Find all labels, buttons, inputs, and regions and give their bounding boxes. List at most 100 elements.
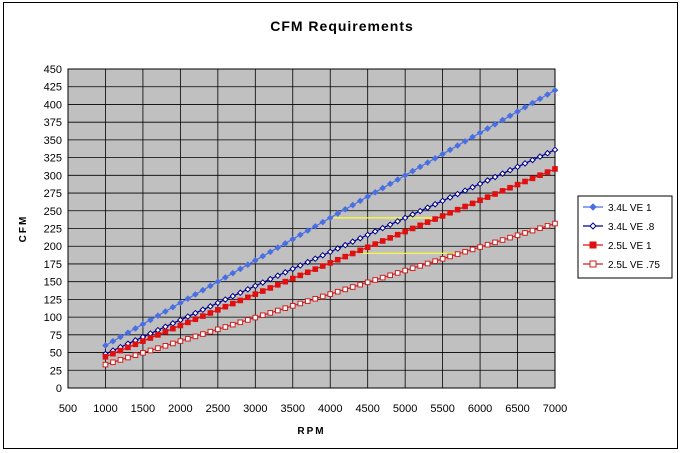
- series-2-5l-ve-1: [102, 166, 558, 360]
- data-point: [409, 211, 416, 218]
- data-point: [431, 155, 439, 162]
- data-point: [424, 159, 431, 166]
- data-point: [237, 265, 244, 273]
- data-point: [281, 269, 289, 276]
- data-point: [214, 299, 222, 307]
- data-point: [364, 231, 371, 239]
- x-tick-label: 5500: [430, 403, 454, 415]
- data-point: [544, 149, 551, 157]
- legend-label: 3.4L VE 1: [608, 203, 652, 214]
- data-point: [409, 167, 416, 175]
- y-tick-label: 450: [44, 64, 62, 76]
- data-point: [551, 146, 559, 154]
- data-point: [522, 178, 528, 185]
- data-point: [289, 265, 297, 273]
- data-point: [447, 209, 453, 216]
- legend-label: 2.5L VE .75: [608, 260, 660, 271]
- data-point: [469, 133, 476, 141]
- data-point: [379, 274, 386, 281]
- data-point: [544, 169, 551, 175]
- data-point: [409, 225, 416, 232]
- data-point: [537, 225, 543, 232]
- data-point: [476, 129, 484, 137]
- data-point: [177, 316, 184, 324]
- data-point: [589, 222, 597, 230]
- data-point: [536, 95, 544, 103]
- data-point: [177, 322, 184, 329]
- x-tick-label: 6500: [505, 403, 529, 415]
- y-tick-label: 125: [44, 294, 62, 306]
- data-point: [230, 300, 236, 307]
- data-point: [469, 200, 476, 207]
- data-point: [356, 197, 364, 205]
- data-point: [379, 224, 386, 232]
- data-point: [244, 286, 252, 293]
- data-point: [222, 324, 229, 330]
- data-point: [371, 228, 379, 235]
- data-point: [371, 189, 379, 196]
- y-tick-label: 375: [44, 117, 62, 129]
- data-point: [484, 241, 491, 248]
- data-point: [544, 91, 551, 98]
- data-point: [356, 234, 364, 242]
- data-point: [364, 193, 371, 200]
- x-tick-label: 500: [59, 403, 77, 415]
- data-point: [462, 248, 468, 255]
- data-point: [139, 320, 147, 328]
- data-point: [266, 275, 274, 283]
- data-point: [214, 278, 222, 285]
- data-point: [446, 194, 454, 201]
- y-tick-label: 150: [44, 277, 62, 289]
- data-point: [349, 284, 356, 290]
- data-point: [529, 227, 536, 234]
- data-point: [282, 305, 289, 311]
- data-point: [529, 156, 536, 164]
- legend-label: 3.4L VE .8: [608, 222, 655, 233]
- legend: 3.4L VE 1 3.4L VE .8 2.5L VE 1 2.5L VE .75: [577, 195, 673, 279]
- data-point: [155, 332, 161, 338]
- data-point: [334, 288, 341, 295]
- y-tick-label: 175: [44, 259, 62, 271]
- data-point: [296, 262, 304, 269]
- data-point: [401, 214, 409, 222]
- series-layer: [102, 86, 559, 368]
- data-point: [454, 190, 461, 198]
- chart-svg: CFM Requirements 0 25 50 75 100 125 150 175 200 2…: [18, 18, 673, 437]
- data-point: [439, 197, 446, 205]
- data-point: [552, 166, 558, 172]
- x-tick-label: 4500: [355, 403, 379, 415]
- data-point: [267, 285, 274, 291]
- data-point: [401, 172, 409, 179]
- data-point: [266, 248, 274, 256]
- y-tick-label: 325: [44, 153, 62, 165]
- data-point: [499, 237, 506, 243]
- y-tick-label: 100: [44, 312, 62, 324]
- data-point: [245, 294, 251, 301]
- data-point: [544, 223, 551, 229]
- legend-item: 2.5L VE 1: [583, 241, 652, 252]
- data-point: [252, 291, 259, 297]
- data-point: [424, 260, 431, 267]
- data-point: [522, 230, 528, 236]
- data-point: [281, 240, 289, 247]
- data-point: [551, 86, 559, 94]
- data-point: [312, 295, 319, 302]
- chart-title: CFM Requirements: [270, 18, 414, 34]
- data-point: [326, 248, 334, 256]
- data-point: [162, 328, 169, 335]
- data-point: [117, 347, 124, 354]
- data-point: [491, 173, 499, 181]
- y-tick-label: 350: [44, 135, 62, 147]
- data-point: [424, 204, 431, 211]
- y-tick-label: 425: [44, 82, 62, 94]
- data-point: [237, 319, 244, 326]
- data-point: [244, 261, 252, 268]
- data-point: [207, 282, 214, 290]
- data-point: [170, 325, 176, 332]
- data-point: [192, 316, 199, 323]
- data-point: [514, 232, 521, 239]
- data-point: [245, 317, 251, 323]
- reference-lines: [330, 217, 466, 254]
- data-point: [439, 256, 446, 262]
- data-point: [296, 231, 304, 239]
